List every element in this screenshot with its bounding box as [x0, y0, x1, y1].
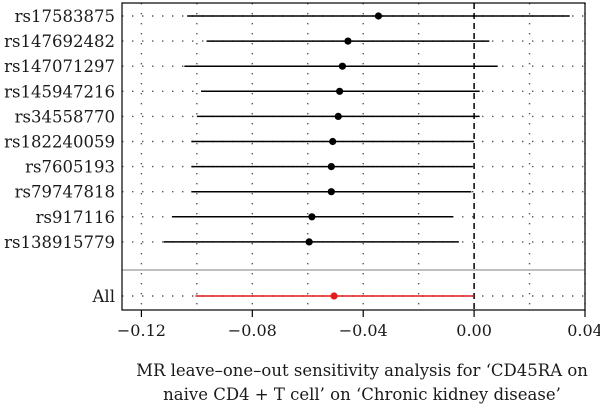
estimate-point [334, 112, 342, 120]
x-tick-label: −0.12 [117, 321, 166, 340]
snp-label: rs34558770 [15, 107, 115, 126]
estimate-point [308, 213, 316, 221]
snp-labels: rs17583875 rs147692482 rs147071297 rs145947… [4, 7, 115, 306]
x-tick-label: 0.00 [456, 321, 492, 340]
snp-label: rs17583875 [15, 7, 115, 26]
snp-label: rs79747818 [15, 183, 115, 202]
snp-label: rs147071297 [4, 57, 115, 76]
overall-label: All [92, 287, 115, 306]
overall-estimate-point [330, 292, 338, 300]
estimate-point [327, 188, 335, 196]
snp-label: rs7605193 [25, 158, 115, 177]
snp-label: rs917116 [36, 208, 115, 227]
estimate-point [329, 137, 337, 146]
estimate-point [336, 87, 344, 95]
data-marks [163, 12, 570, 300]
plot-frame [121, 2, 586, 311]
estimate-point [305, 238, 313, 246]
x-tick-label: −0.04 [339, 321, 388, 340]
x-tick-label: 0.04 [567, 321, 600, 340]
x-tick-label: −0.08 [228, 321, 277, 340]
plot-border [121, 2, 586, 311]
estimate-point [338, 62, 347, 70]
estimate-point [374, 12, 383, 20]
estimate-point [344, 37, 352, 45]
snp-label: rs145947216 [4, 82, 115, 101]
x-axis-title-line-1: MR leave–one–out sensitivity analysis fo… [136, 361, 588, 380]
x-axis-title-line-2: naive CD4 + T cell’ on ‘Chronic kidney d… [163, 385, 561, 404]
estimate-point [327, 163, 335, 171]
snp-label: rs182240059 [4, 133, 115, 152]
x-axis: −0.12 −0.08 −0.04 0.00 0.04 [117, 310, 600, 340]
snp-label: rs147692482 [4, 32, 115, 51]
snp-label: rs138915779 [4, 233, 115, 252]
